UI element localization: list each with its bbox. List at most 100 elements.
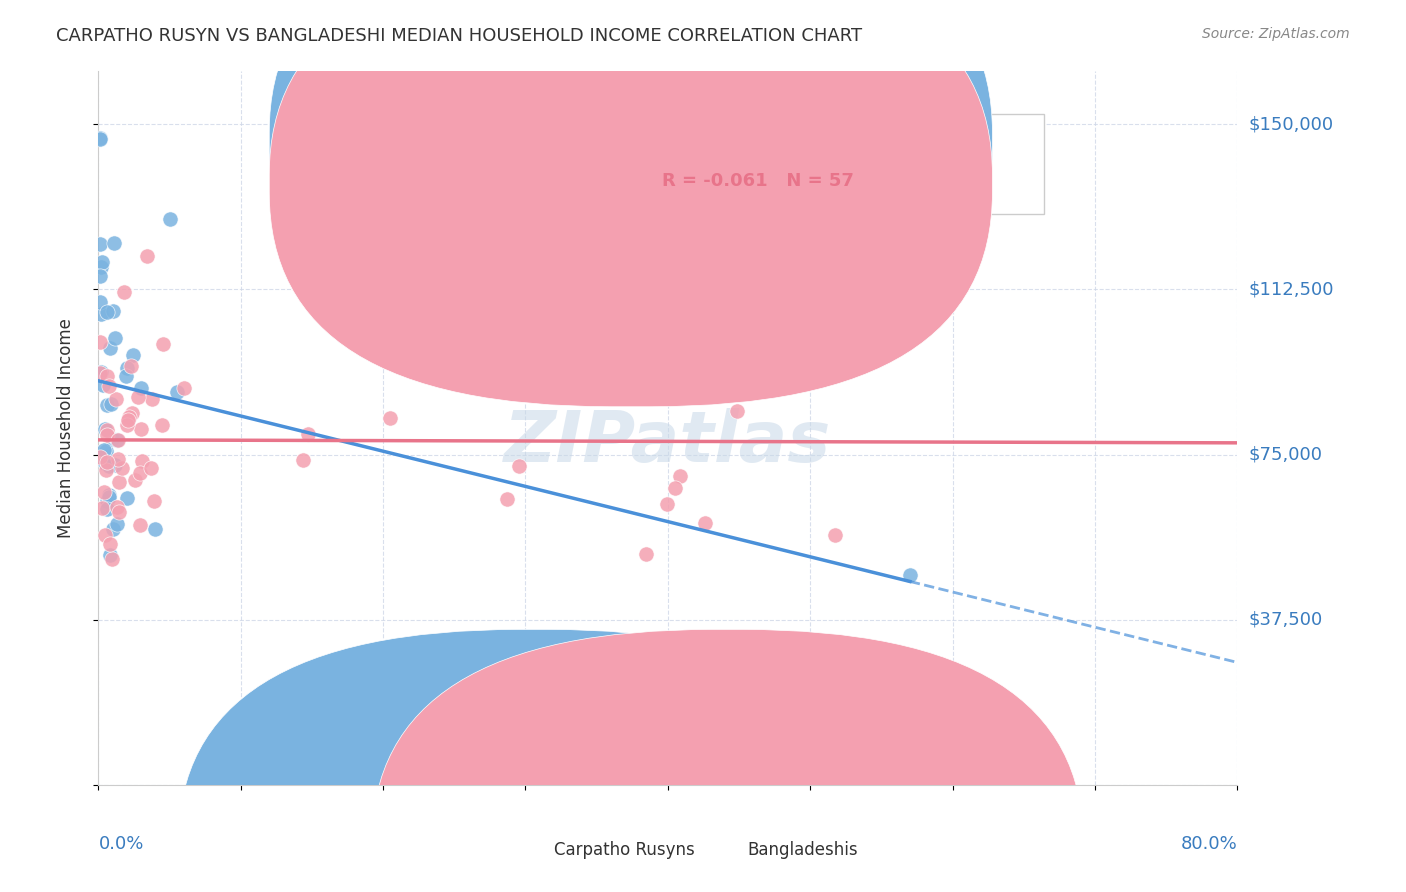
Point [135,249,157,263]
FancyBboxPatch shape [270,0,993,364]
Point [693,516,716,530]
Point [98,490,121,504]
Point [93,528,115,542]
Point [115,418,138,433]
Point [114,369,136,384]
Text: R = -0.061   N = 57: R = -0.061 N = 57 [662,171,853,189]
Point [90,307,112,321]
Point [90,365,112,379]
Point [118,409,141,424]
Point [115,361,138,376]
Point [98,341,121,355]
Point [101,552,124,566]
Point [117,413,139,427]
Point [150,417,173,432]
Point [104,331,127,345]
Point [90,260,112,274]
Point [297,426,319,441]
Point [111,460,134,475]
Point [101,303,124,318]
Point [101,522,124,536]
Text: 80.0%: 80.0% [1181,835,1237,853]
Point [145,522,167,536]
Point [96,501,118,516]
Point [96,369,118,384]
Point [100,397,122,411]
FancyBboxPatch shape [270,0,993,407]
Point [129,422,152,436]
Point [105,517,128,532]
Point [100,432,122,446]
Point [115,491,138,505]
Point [107,434,129,448]
Text: R = -0.153   N = 41: R = -0.153 N = 41 [662,132,853,150]
Point [107,434,129,448]
Point [91,378,114,392]
FancyBboxPatch shape [371,630,1084,892]
Text: $112,500: $112,500 [1249,280,1334,299]
Point [89,268,111,283]
Point [96,428,118,442]
Point [664,482,686,496]
Point [129,467,152,481]
Point [508,459,530,474]
Point [96,305,118,319]
Point [104,458,127,473]
Text: Bangladeshis: Bangladeshis [748,841,858,859]
Point [89,450,111,464]
Text: $75,000: $75,000 [1249,446,1323,464]
Point [103,235,125,250]
Point [124,473,146,487]
Point [107,451,129,466]
Point [129,518,152,533]
FancyBboxPatch shape [588,114,1043,214]
Point [122,348,145,362]
Text: Carpatho Rusyns: Carpatho Rusyns [554,841,695,859]
Point [108,475,131,489]
Point [495,491,517,506]
Point [96,494,118,508]
Point [121,406,143,420]
Point [845,346,868,360]
Point [669,469,692,483]
Point [139,461,162,475]
Point [131,453,153,467]
Point [105,392,128,407]
Text: Source: ZipAtlas.com: Source: ZipAtlas.com [1202,27,1350,41]
Text: 0.0%: 0.0% [98,835,143,853]
Point [107,505,129,519]
Point [786,373,808,387]
Point [89,335,111,350]
Text: $37,500: $37,500 [1249,611,1323,629]
Point [98,537,121,551]
Point [89,132,111,146]
Point [173,381,195,395]
Point [89,131,111,145]
Point [655,497,678,511]
Text: CARPATHO RUSYN VS BANGLADESHI MEDIAN HOUSEHOLD INCOME CORRELATION CHART: CARPATHO RUSYN VS BANGLADESHI MEDIAN HOU… [56,27,862,45]
Point [830,361,852,376]
Point [96,423,118,437]
Point [141,392,163,407]
Point [166,385,188,400]
Point [96,443,118,458]
Point [129,381,152,395]
Point [96,398,118,412]
Point [292,453,315,467]
Point [142,493,165,508]
Point [93,485,115,500]
Point [94,456,117,470]
Y-axis label: Median Household Income: Median Household Income [56,318,75,538]
Point [152,337,174,351]
Point [634,548,657,562]
Point [378,411,401,425]
Point [105,500,128,514]
Point [89,294,111,309]
Point [863,351,886,365]
Point [96,455,118,469]
Text: $150,000: $150,000 [1249,115,1333,133]
Point [97,459,120,474]
Point [94,422,117,436]
Point [93,443,115,458]
Point [112,285,135,299]
